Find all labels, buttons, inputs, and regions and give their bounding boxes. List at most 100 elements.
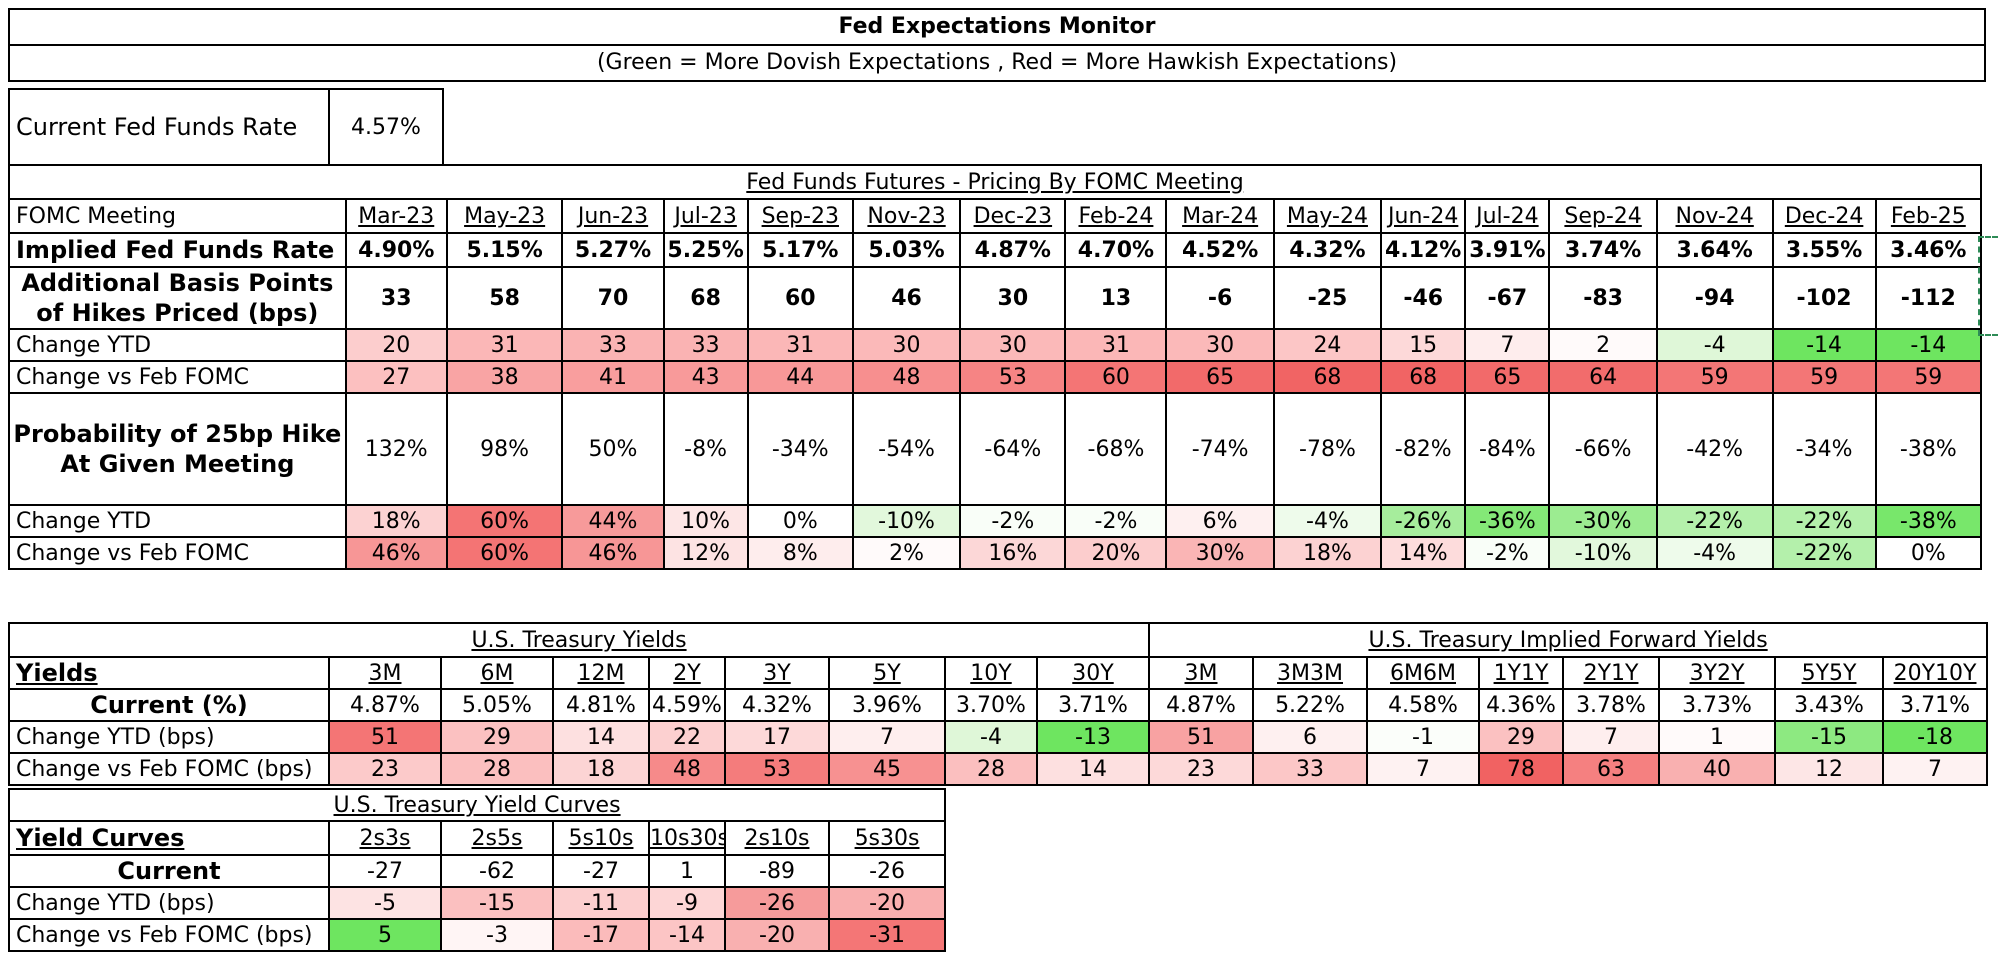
futures-row-label: Implied Fed Funds Rate — [8, 232, 347, 268]
forward-cell: 5.22% — [1252, 688, 1369, 722]
futures-cell: 46% — [561, 536, 665, 570]
meetings-row: FOMC Meeting Mar-23 May-23 Jun-23 Jul-23 Sep-… — [8, 198, 1983, 234]
yields-row: Current (%) 4.87% 5.05% 4.81% 4.59% 4.32% 3.96… — [8, 688, 1989, 722]
futures-cell: -22% — [1655, 504, 1774, 538]
futures-cell: -6 — [1165, 266, 1275, 330]
futures-cell: -34% — [1771, 392, 1877, 506]
curves-row-label: Current — [8, 854, 330, 888]
futures-cell: -36% — [1464, 504, 1551, 538]
curve-cell: -26 — [724, 886, 830, 920]
yield-cell: 28 — [944, 752, 1038, 786]
futures-cell: -26% — [1380, 504, 1467, 538]
futures-cell: 5.17% — [746, 232, 854, 268]
futures-cell: 60% — [445, 536, 564, 570]
forward-cell: 78 — [1478, 752, 1565, 786]
curve-cell: -3 — [440, 918, 554, 952]
meeting-header: Dec-23 — [959, 198, 1067, 234]
futures-cell: 60% — [445, 504, 564, 538]
forward-cell: 63 — [1562, 752, 1661, 786]
curve-cell: -20 — [724, 918, 830, 952]
futures-row-label: Change vs Feb FOMC — [8, 360, 347, 394]
current-rate-label: Current Fed Funds Rate — [8, 88, 330, 166]
forward-col-header: 6M6M — [1366, 656, 1481, 690]
meeting-header: Feb-25 — [1874, 198, 1983, 234]
yield-cell: 3.96% — [828, 688, 946, 722]
forward-cell: 4.58% — [1366, 688, 1481, 722]
treasury-yields-table: U.S. Treasury Yields U.S. Treasury Implie… — [7, 622, 1989, 786]
futures-cell: 44 — [746, 360, 854, 394]
forward-col-header: 1Y1Y — [1478, 656, 1565, 690]
curve-col-header: 2s5s — [440, 820, 554, 856]
futures-cell: 50% — [561, 392, 665, 506]
futures-row-label: Change YTD — [8, 328, 347, 362]
forward-cell: 12 — [1774, 752, 1885, 786]
yield-cell: 5.05% — [440, 688, 554, 722]
forward-col-header: 3M — [1148, 656, 1255, 690]
forward-cell: 3.71% — [1882, 688, 1989, 722]
futures-cell: -112 — [1874, 266, 1983, 330]
futures-cell: 3.74% — [1548, 232, 1658, 268]
yield-cell: 7 — [828, 720, 946, 754]
futures-cell: 14% — [1380, 536, 1467, 570]
futures-cell: 53 — [959, 360, 1067, 394]
yield-cell: 51 — [328, 720, 442, 754]
futures-cell: -25 — [1272, 266, 1383, 330]
yields-row-label: Change vs Feb FOMC (bps) — [8, 752, 330, 786]
futures-row: Change YTD 18% 60% 44% 10% 0% -10% -2% -2% 6% -4% -… — [8, 504, 1983, 538]
futures-cell: 31 — [445, 328, 564, 362]
futures-cell: 30 — [1165, 328, 1275, 362]
futures-cell: 33 — [344, 266, 448, 330]
curve-cell: -15 — [440, 886, 554, 920]
curve-col-header: 5s30s — [827, 820, 947, 856]
futures-cell: 5.25% — [662, 232, 749, 268]
futures-cell: 10% — [662, 504, 749, 538]
futures-cell: 18% — [344, 504, 448, 538]
futures-cell: -64% — [959, 392, 1067, 506]
futures-cell: -54% — [851, 392, 962, 506]
curve-cell: -20 — [827, 886, 947, 920]
forward-cell: 4.36% — [1478, 688, 1565, 722]
yield-cell: 14 — [1035, 752, 1151, 786]
futures-row: Probability of 25bp Hike At Given Meetin… — [8, 392, 1983, 506]
page-subtitle: (Green = More Dovish Expectations , Red … — [596, 50, 1398, 75]
futures-cell: 2 — [1548, 328, 1658, 362]
futures-row-label: Additional Basis Points of Hikes Priced … — [8, 266, 347, 330]
futures-cell: -74% — [1165, 392, 1275, 506]
futures-cell: -46 — [1380, 266, 1467, 330]
curve-cell: -62 — [440, 854, 554, 888]
yield-col-header: 30Y — [1035, 656, 1151, 690]
meeting-header: Nov-23 — [851, 198, 962, 234]
yields-section-header: U.S. Treasury Yields — [7, 622, 1151, 658]
curves-row-label: Change vs Feb FOMC (bps) — [8, 918, 330, 952]
futures-cell: -42% — [1655, 392, 1774, 506]
curve-cell: -27 — [328, 854, 442, 888]
meeting-header: Feb-24 — [1064, 198, 1168, 234]
yield-cell: 3.71% — [1035, 688, 1151, 722]
futures-cell: -78% — [1272, 392, 1383, 506]
futures-cell: 6% — [1165, 504, 1275, 538]
futures-cell: 4.90% — [344, 232, 448, 268]
yield-col-header: 3M — [328, 656, 442, 690]
forward-cell: 7 — [1882, 752, 1989, 786]
futures-cell: 65 — [1165, 360, 1275, 394]
forward-cell: -1 — [1366, 720, 1481, 754]
futures-cell: 5.15% — [445, 232, 564, 268]
futures-cell: -14 — [1771, 328, 1877, 362]
futures-table: Fed Funds Futures - Pricing By FOMC Meet… — [8, 164, 1983, 570]
yield-cell: 28 — [440, 752, 554, 786]
futures-cell: -94 — [1655, 266, 1774, 330]
futures-cell: -68% — [1064, 392, 1168, 506]
futures-cell: -30% — [1548, 504, 1658, 538]
futures-cell: 68 — [1272, 360, 1383, 394]
futures-cell: 20 — [344, 328, 448, 362]
curve-cell: -26 — [827, 854, 947, 888]
curves-row: Current -27 -62 -27 1 -89 -26 — [8, 854, 947, 888]
futures-cell: -10% — [1548, 536, 1658, 570]
forward-cell: 4.87% — [1148, 688, 1255, 722]
forward-cell: 1 — [1658, 720, 1777, 754]
yield-cell: 14 — [552, 720, 650, 754]
meetings-row-label: FOMC Meeting — [8, 198, 347, 234]
futures-cell: 59 — [1655, 360, 1774, 394]
curve-cell: -89 — [724, 854, 830, 888]
meeting-header: Sep-24 — [1548, 198, 1658, 234]
